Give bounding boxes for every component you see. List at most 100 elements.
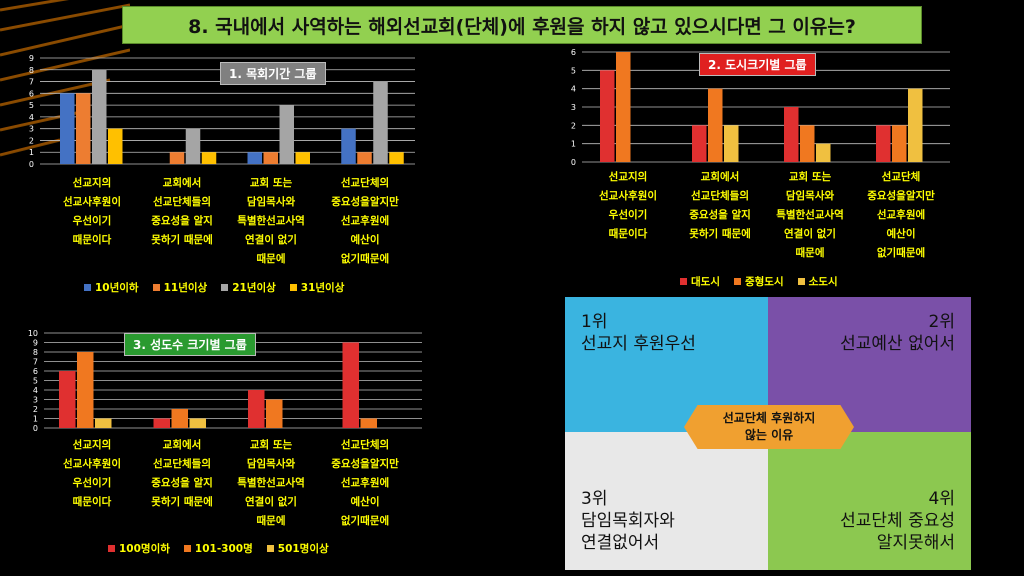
bar-대도시 bbox=[692, 125, 707, 162]
y-tick-label: 5 bbox=[571, 66, 576, 75]
legend-item: 31년이상 bbox=[289, 280, 344, 295]
y-tick-label: 6 bbox=[33, 367, 38, 376]
bar-대도시 bbox=[876, 125, 891, 162]
chart2-category-3: 교회 또는 담임목사와 특별한선교사역 연결이 없기 때문에 bbox=[776, 171, 844, 259]
bar-대도시 bbox=[600, 70, 615, 162]
rank-4-label: 4위 bbox=[928, 489, 955, 509]
legend-swatch bbox=[733, 278, 741, 285]
y-tick-label: 0 bbox=[571, 158, 576, 167]
legend-swatch bbox=[108, 545, 115, 552]
y-tick-label: 8 bbox=[33, 348, 38, 357]
legend-swatch bbox=[84, 284, 91, 291]
rank-4-text-1: 선교단체 중요성 bbox=[840, 511, 955, 531]
chart3-category-2: 교회에서 선교단체들의 중요성을 알지 못하기 때문에 bbox=[151, 439, 213, 508]
chart1-category-1: 선교지의 선교사후원이 우선이기 때문이다 bbox=[63, 177, 121, 246]
bar-21년이상 bbox=[185, 128, 201, 164]
y-tick-label: 6 bbox=[29, 89, 34, 98]
chart2-title: 2. 도시크기별 그룹 bbox=[699, 53, 816, 76]
y-tick-label: 1 bbox=[33, 415, 38, 424]
bar-31년이상 bbox=[108, 128, 123, 164]
bar-11년이상 bbox=[76, 93, 91, 164]
chart-pastoral-period: 0 1 2 3 4 5 6 7 8 9 bbox=[29, 54, 415, 169]
chart3-title: 3. 성도수 크기별 그룹 bbox=[124, 333, 256, 356]
bar-소도시 bbox=[724, 125, 739, 162]
bar-100명이하 bbox=[153, 418, 170, 428]
chart3-category-4: 선교단체의 중요성을알지만 선교후원에 예산이 없기때문에 bbox=[331, 439, 399, 527]
decorative-stripes bbox=[0, 0, 130, 190]
bar-소도시 bbox=[908, 88, 923, 162]
bar-대도시 bbox=[784, 107, 799, 162]
legend-item: 501명이상 bbox=[266, 541, 329, 556]
chart1-category-2: 교회에서 선교단체들의 중요성을 알지 못하기 때문에 bbox=[151, 177, 213, 246]
bar-11년이상 bbox=[357, 152, 372, 164]
legend-swatch bbox=[152, 284, 160, 291]
bar-100명이하 bbox=[59, 371, 76, 428]
bar-중형도시 bbox=[708, 88, 723, 162]
legend-item: 소도시 bbox=[797, 274, 838, 289]
rank-3-box: 3위 담임목회자와 연결없어서 bbox=[565, 432, 768, 570]
y-tick-label: 4 bbox=[571, 85, 576, 94]
y-tick-label: 0 bbox=[29, 160, 34, 169]
bar-101-300명 bbox=[266, 399, 283, 428]
chart2-category-2: 교회에서 선교단체들의 중요성을 알지 못하기 때문에 bbox=[689, 171, 751, 240]
rank-1-text: 선교지 후원우선 bbox=[581, 334, 696, 354]
bar-31년이상 bbox=[295, 152, 310, 164]
bar-501명이상 bbox=[95, 418, 112, 428]
y-tick-label: 9 bbox=[29, 54, 34, 63]
legend-swatch bbox=[221, 284, 229, 291]
y-tick-label: 5 bbox=[33, 377, 38, 386]
rank-3-text-1: 담임목회자와 bbox=[581, 511, 675, 531]
y-tick-label: 8 bbox=[29, 66, 34, 75]
chart2-category-4: 선교단체 중요성을알지만 선교후원에 예산이 없기때문에 bbox=[867, 171, 935, 259]
chart3-legend: 100명이하 101-300명 501명이상 bbox=[108, 541, 329, 556]
bar-11년이상 bbox=[169, 152, 185, 164]
chart3-category-1: 선교지의 선교사후원이 우선이기 때문이다 bbox=[63, 439, 121, 508]
bar-소도시 bbox=[816, 143, 831, 162]
legend-swatch bbox=[266, 545, 274, 552]
legend-swatch bbox=[183, 545, 191, 552]
rank-4-box: 4위 선교단체 중요성 알지못해서 bbox=[768, 432, 971, 570]
y-tick-label: 3 bbox=[33, 396, 38, 405]
legend-item: 대도시 bbox=[680, 274, 720, 289]
rank-1-label: 1위 bbox=[581, 312, 608, 332]
chart1-title: 1. 목회기간 그룹 bbox=[220, 62, 326, 85]
rank-3-text-2: 연결없어서 bbox=[581, 533, 660, 553]
legend-item: 10년이하 bbox=[84, 280, 139, 295]
rank-3-label: 3위 bbox=[581, 489, 608, 509]
legend-item: 100명이하 bbox=[108, 541, 170, 556]
bar-21년이상 bbox=[373, 81, 388, 164]
y-tick-label: 7 bbox=[29, 78, 34, 87]
bar-101-300명 bbox=[77, 352, 94, 428]
y-tick-label: 0 bbox=[33, 424, 38, 433]
y-tick-label: 1 bbox=[29, 148, 34, 157]
bar-101-300명 bbox=[171, 409, 188, 428]
chart1-category-4: 선교단체의 중요성을알지만 선교후원에 예산이 없기때문에 bbox=[331, 177, 399, 265]
bar-100명이하 bbox=[342, 342, 359, 428]
y-tick-label: 9 bbox=[33, 339, 38, 348]
chart2-category-1: 선교지의 선교사후원이 우선이기 때문이다 bbox=[599, 171, 657, 240]
y-tick-label: 2 bbox=[29, 136, 34, 145]
bar-10년이하 bbox=[341, 128, 356, 164]
rank-2-label: 2위 bbox=[928, 312, 955, 332]
bar-100명이하 bbox=[248, 390, 265, 428]
bar-21년이상 bbox=[279, 105, 294, 164]
y-tick-label: 3 bbox=[571, 103, 576, 112]
rank-4-text-2: 알지못해서 bbox=[876, 533, 955, 553]
bar-21년이상 bbox=[92, 69, 107, 164]
y-tick-label: 2 bbox=[571, 121, 576, 130]
bar-31년이상 bbox=[201, 152, 217, 164]
chart3-category-3: 교회 또는 담임목사와 특별한선교사역 연결이 없기 때문에 bbox=[237, 439, 305, 527]
y-tick-label: 3 bbox=[29, 125, 34, 134]
y-tick-label: 6 bbox=[571, 48, 576, 57]
bar-501명이상 bbox=[189, 418, 206, 428]
y-tick-label: 10 bbox=[28, 329, 38, 338]
ranking-center-badge: 선교단체 후원하지 않는 이유 bbox=[684, 405, 854, 449]
rank-2-text: 선교예산 없어서 bbox=[840, 334, 955, 354]
legend-swatch bbox=[680, 278, 687, 285]
chart-city-size: 0 1 2 3 4 5 6 bbox=[571, 48, 950, 167]
y-tick-label: 5 bbox=[29, 101, 34, 110]
y-tick-label: 4 bbox=[29, 113, 34, 122]
bar-31년이상 bbox=[389, 152, 404, 164]
chart1-legend: 10년이하 11년이상 21년이상 31년이상 bbox=[84, 280, 344, 295]
